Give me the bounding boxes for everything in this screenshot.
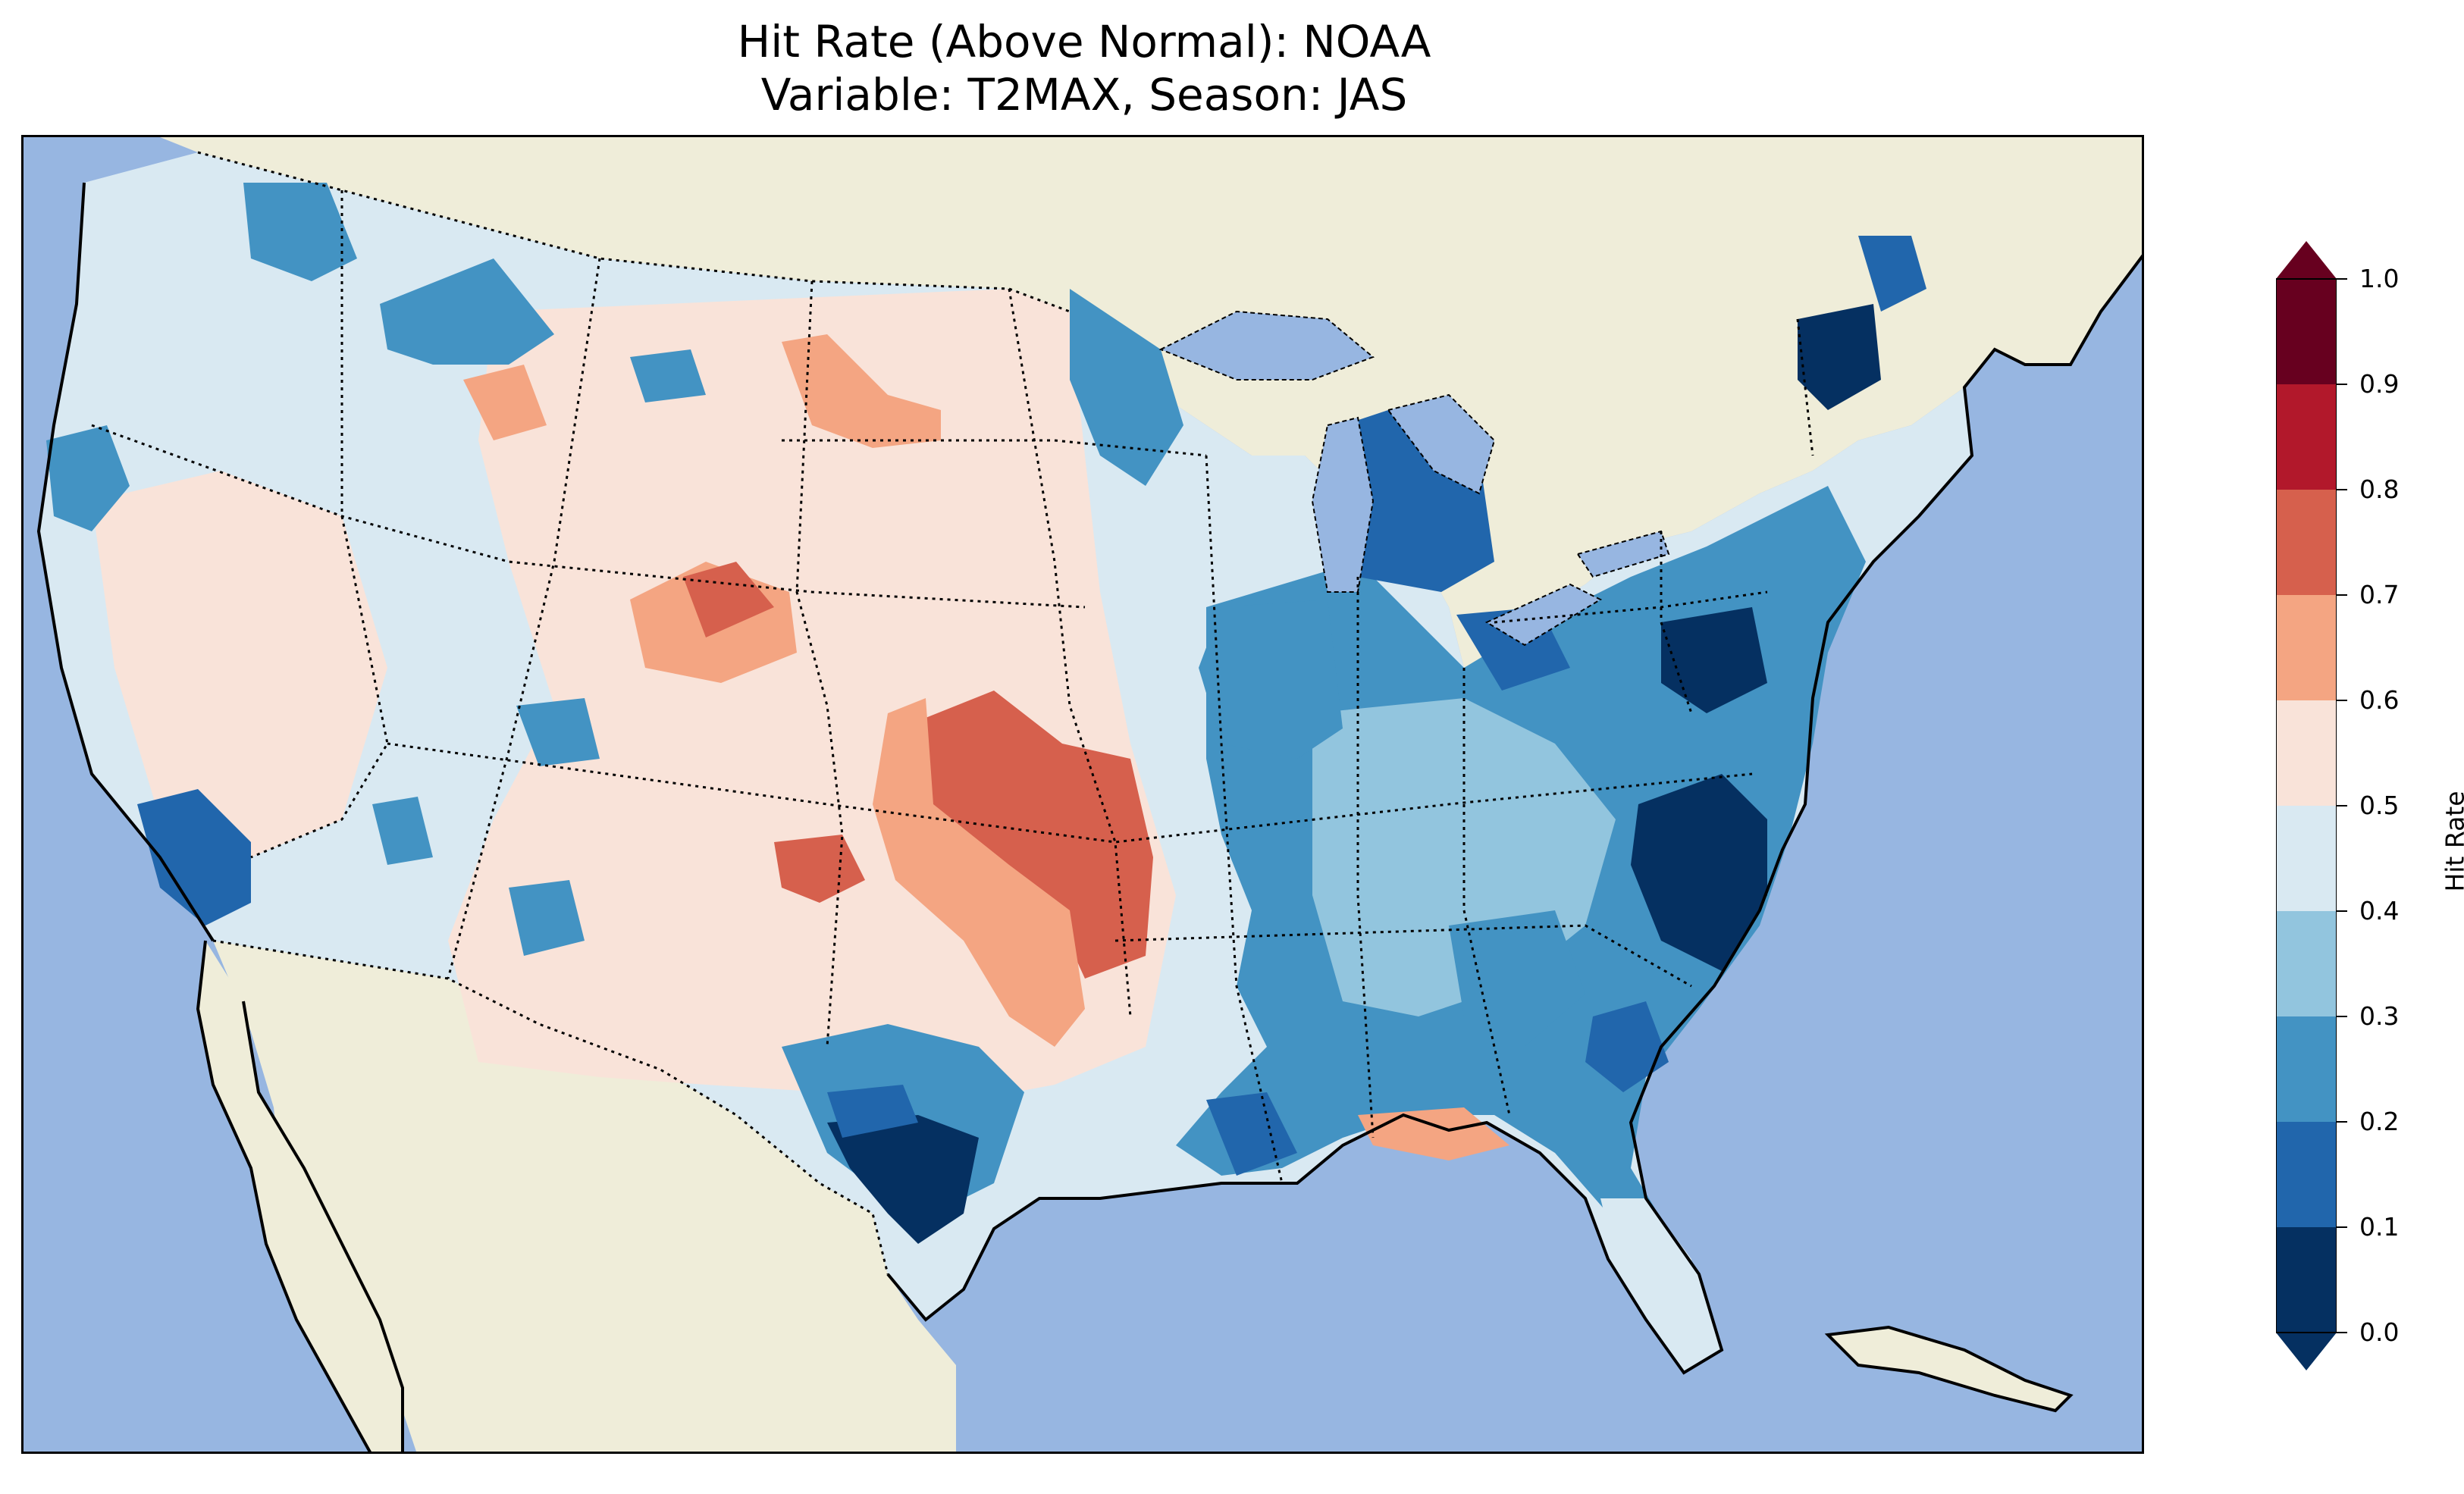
canada-border xyxy=(197,151,1071,313)
colorbar-tick-label: 0.2 xyxy=(2359,1107,2400,1136)
colorbar-bin-5 xyxy=(2276,700,2337,806)
colorbar-tick-mark xyxy=(2337,1016,2347,1017)
state-lines-10 xyxy=(1462,668,1511,1116)
colorbar-tick-mark xyxy=(2337,700,2347,701)
west-coastline xyxy=(36,182,215,942)
region-west-salmon xyxy=(92,471,387,857)
lake-ontario xyxy=(1576,530,1670,578)
colorbar-tick-label: 0.3 xyxy=(2359,1001,2400,1031)
colorbar-tick-label: 1.0 xyxy=(2359,264,2400,293)
great-lakes xyxy=(1158,310,1670,647)
colorbar-bin-8 xyxy=(2276,384,2337,490)
baja-coastline xyxy=(196,940,371,1452)
map-title-line-2: Variable: T2MAX, Season: JAS xyxy=(760,69,1408,121)
colorbar-outline xyxy=(2276,278,2337,1333)
region-ga-blue xyxy=(1449,910,1585,1047)
map-panel xyxy=(21,135,2144,1454)
colorbar-label: Hit Rate xyxy=(2440,791,2464,892)
region-az-blue xyxy=(509,880,585,956)
region-newengland-dark xyxy=(1798,304,1881,410)
colorbar-tick-mark xyxy=(2337,1332,2347,1333)
region-nv-blue xyxy=(372,797,433,865)
state-lines-6 xyxy=(387,742,1753,844)
region-illinois-blue xyxy=(1199,600,1343,759)
colorbar-tick-label: 0.0 xyxy=(2359,1317,2400,1347)
state-lines-3 xyxy=(447,258,601,979)
lake-superior xyxy=(1158,310,1375,381)
colorbar-bin-1 xyxy=(2276,1122,2337,1227)
region-idaho-blue xyxy=(380,258,554,365)
region-kansas-orange xyxy=(873,698,1085,1047)
mexico-coastline xyxy=(242,1001,404,1452)
gulf-coastline xyxy=(886,254,2142,1375)
colorbar-bin-3 xyxy=(2276,911,2337,1016)
region-maine-blue xyxy=(1858,236,1926,312)
region-texas-panhandle-red xyxy=(774,835,865,903)
colorbar-tick-mark xyxy=(2337,384,2347,385)
state-lines-9 xyxy=(1356,577,1375,1139)
region-or-coast-blue xyxy=(46,425,130,531)
region-kansas-red xyxy=(918,691,1153,979)
lake-erie xyxy=(1484,583,1603,647)
region-montana-orange xyxy=(463,365,547,440)
lake-huron xyxy=(1387,393,1496,495)
state-lines-4 xyxy=(795,280,844,1048)
map-canvas xyxy=(24,137,2142,1452)
region-carolina-dark xyxy=(1631,774,1767,971)
state-lines-8 xyxy=(1205,455,1284,1184)
colorbar-tick-mark xyxy=(2337,910,2347,912)
region-louisiana-blue xyxy=(1206,1092,1297,1176)
coastlines xyxy=(36,182,2142,1452)
colorbar-tick-mark xyxy=(2337,1121,2347,1123)
colorbar-bin-9 xyxy=(2276,279,2337,384)
region-carolina-blue xyxy=(1585,1001,1669,1092)
region-florida-light xyxy=(1600,1198,1699,1320)
colorbar-tick-label: 0.8 xyxy=(2359,475,2400,504)
colorbar-bin-4 xyxy=(2276,806,2337,911)
region-mt-blue xyxy=(630,349,706,402)
colorbar-tick-mark xyxy=(2337,1226,2347,1228)
colorbar-tick-label: 0.5 xyxy=(2359,791,2400,820)
region-virginia-dark xyxy=(1661,607,1767,713)
colorbar-tick-mark xyxy=(2337,489,2347,490)
region-texas-south-blue2 xyxy=(827,1085,918,1138)
colorbar-bin-6 xyxy=(2276,595,2337,700)
colorbar-tick-label: 0.9 xyxy=(2359,369,2400,399)
colorbar xyxy=(2276,241,2337,1370)
borders xyxy=(91,151,1814,1275)
colorbar-tick-label: 0.6 xyxy=(2359,685,2400,715)
mexico-land xyxy=(213,941,956,1452)
colorbar-bin-0 xyxy=(2276,1227,2337,1333)
region-texas-south-dark xyxy=(827,1115,979,1244)
region-gulf-orange xyxy=(1358,1107,1509,1160)
state-lines-11 xyxy=(1114,924,1692,988)
state-lines-7 xyxy=(782,439,1207,457)
colorbar-tick-mark xyxy=(2337,278,2347,280)
state-lines-1 xyxy=(91,424,1086,609)
colorbar-bin-2 xyxy=(2276,1016,2337,1122)
hit-rate-field xyxy=(39,152,1972,1373)
region-socal-blue xyxy=(137,789,251,926)
region-utah-blue xyxy=(516,698,600,766)
baja-land xyxy=(198,941,403,1452)
colorbar-tick-mark xyxy=(2337,594,2347,596)
colorbar-extend-max xyxy=(2276,241,2337,279)
caribbean-islands xyxy=(1824,1325,2074,1413)
colorbar-tick-label: 0.4 xyxy=(2359,896,2400,926)
map-title-line-1: Hit Rate (Above Normal): NOAA xyxy=(737,16,1431,67)
colorbar-extend-min xyxy=(2276,1333,2337,1370)
region-minnesota-blue xyxy=(1070,289,1183,486)
region-dakota-orange xyxy=(782,334,941,448)
colorbar-tick-label: 0.7 xyxy=(2359,580,2400,609)
region-wa-blue xyxy=(243,183,357,281)
state-lines-14 xyxy=(1796,318,1814,456)
colorbar-tick-label: 0.1 xyxy=(2359,1212,2400,1242)
colorbar-bin-7 xyxy=(2276,490,2337,595)
colorbar-bins xyxy=(2276,279,2337,1333)
colorbar-tick-mark xyxy=(2337,805,2347,807)
state-lines-5 xyxy=(1008,288,1132,1017)
state-lines-13 xyxy=(1660,531,1693,714)
